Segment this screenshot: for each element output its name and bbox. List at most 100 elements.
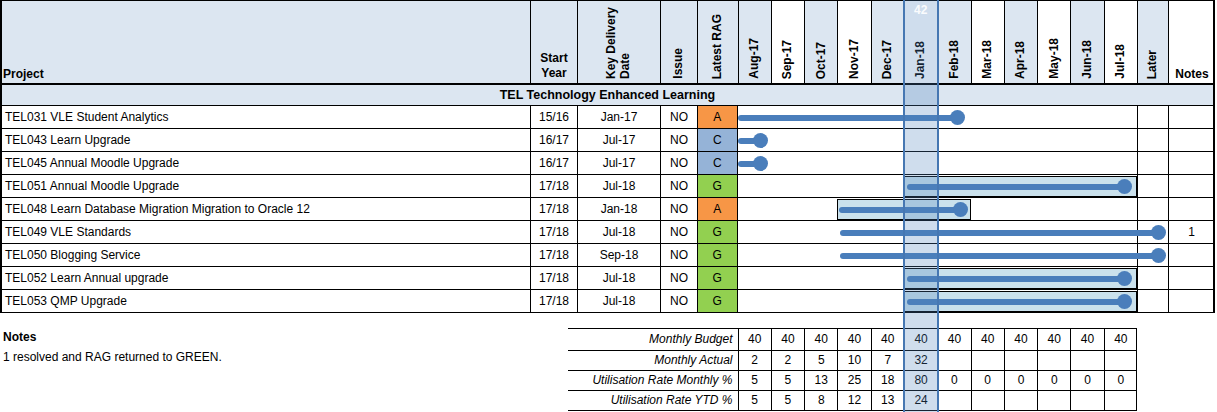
delivery-date-cell[interactable]: Jul-18 bbox=[577, 290, 660, 312]
start-year-cell[interactable]: 17/18 bbox=[530, 175, 577, 197]
value-cell[interactable]: 40 bbox=[871, 329, 904, 350]
value-cell[interactable] bbox=[937, 391, 970, 410]
delivery-date-cell[interactable]: Jul-18 bbox=[577, 221, 660, 243]
value-cell[interactable]: 40 bbox=[937, 329, 970, 350]
delivery-date-cell[interactable]: Jan-18 bbox=[577, 198, 660, 220]
rag-status-cell[interactable]: A bbox=[697, 106, 738, 128]
notes-text[interactable]: 1 resolved and RAG returned to GREEN. bbox=[3, 350, 222, 364]
rag-status-cell[interactable]: C bbox=[697, 152, 738, 174]
value-cell[interactable] bbox=[937, 351, 970, 370]
row-label-cell[interactable]: Monthly Actual bbox=[568, 351, 738, 370]
value-cell[interactable] bbox=[1004, 391, 1037, 410]
value-cell[interactable]: 0 bbox=[1037, 371, 1070, 390]
value-cell[interactable] bbox=[1104, 351, 1137, 370]
value-cell[interactable]: 40 bbox=[837, 329, 870, 350]
column-header-jun-18[interactable]: Jun-18 bbox=[1070, 1, 1103, 83]
value-cell[interactable]: 40 bbox=[804, 329, 837, 350]
value-cell[interactable]: 40 bbox=[904, 329, 937, 350]
start-year-cell[interactable]: 17/18 bbox=[530, 221, 577, 243]
value-cell[interactable]: 40 bbox=[771, 329, 804, 350]
issue-cell[interactable]: NO bbox=[660, 267, 697, 289]
delivery-date-cell[interactable]: Jul-17 bbox=[577, 152, 660, 174]
value-cell[interactable]: 5 bbox=[738, 371, 771, 390]
rag-status-cell[interactable]: A bbox=[697, 198, 738, 220]
value-cell[interactable]: 80 bbox=[904, 371, 937, 390]
value-cell[interactable]: 5 bbox=[771, 371, 804, 390]
column-header-dec-17[interactable]: Dec-17 bbox=[871, 1, 904, 83]
value-cell[interactable] bbox=[1037, 391, 1070, 410]
column-header-aug-17[interactable]: Aug-17 bbox=[738, 1, 771, 83]
column-header-jul-18[interactable]: Jul-18 bbox=[1104, 1, 1137, 83]
rag-status-cell[interactable]: C bbox=[697, 129, 738, 151]
value-cell[interactable]: 7 bbox=[871, 351, 904, 370]
rag-status-cell[interactable]: G bbox=[697, 267, 738, 289]
value-cell[interactable]: 0 bbox=[1104, 371, 1137, 390]
value-cell[interactable] bbox=[1104, 391, 1137, 410]
value-cell[interactable]: 2 bbox=[738, 351, 771, 370]
column-header-apr-18[interactable]: Apr-18 bbox=[1004, 1, 1037, 83]
value-cell[interactable]: 0 bbox=[1070, 371, 1103, 390]
value-cell[interactable] bbox=[971, 351, 1004, 370]
project-name-cell[interactable]: TEL052 Learn Annual upgrade bbox=[2, 267, 530, 289]
value-cell[interactable]: 13 bbox=[804, 371, 837, 390]
column-header-feb-18[interactable]: Feb-18 bbox=[937, 1, 970, 83]
value-cell[interactable]: 25 bbox=[837, 371, 870, 390]
start-year-cell[interactable]: 17/18 bbox=[530, 267, 577, 289]
value-cell[interactable] bbox=[971, 391, 1004, 410]
issue-cell[interactable]: NO bbox=[660, 290, 697, 312]
value-cell[interactable]: 18 bbox=[871, 371, 904, 390]
column-header-mar-18[interactable]: Mar-18 bbox=[971, 1, 1004, 83]
delivery-date-cell[interactable]: Jul-18 bbox=[577, 175, 660, 197]
column-header-jan-18[interactable]: Jan-18 bbox=[904, 1, 937, 83]
delivery-date-cell[interactable]: Jul-17 bbox=[577, 129, 660, 151]
project-name-cell[interactable]: TEL043 Learn Upgrade bbox=[2, 129, 530, 151]
row-label-cell[interactable]: Utilisation Rate Monthly % bbox=[568, 371, 738, 390]
issue-cell[interactable]: NO bbox=[660, 175, 697, 197]
value-cell[interactable]: 40 bbox=[971, 329, 1004, 350]
column-header-nov-17[interactable]: Nov-17 bbox=[837, 1, 870, 83]
row-label-cell[interactable]: Monthly Budget bbox=[568, 329, 738, 350]
rag-status-cell[interactable]: G bbox=[697, 244, 738, 266]
value-cell[interactable]: 5 bbox=[738, 391, 771, 410]
issue-cell[interactable]: NO bbox=[660, 221, 697, 243]
value-cell[interactable]: 0 bbox=[937, 371, 970, 390]
value-cell[interactable]: 40 bbox=[1004, 329, 1037, 350]
project-name-cell[interactable]: TEL050 Blogging Service bbox=[2, 244, 530, 266]
value-cell[interactable]: 24 bbox=[904, 391, 937, 410]
column-header-latest-rag[interactable]: Latest RAG bbox=[697, 1, 738, 83]
project-name-cell[interactable]: TEL049 VLE Standards bbox=[2, 221, 530, 243]
column-header-later[interactable]: Later bbox=[1137, 1, 1168, 83]
issue-cell[interactable]: NO bbox=[660, 129, 697, 151]
column-header-may-18[interactable]: May-18 bbox=[1037, 1, 1070, 83]
value-cell[interactable] bbox=[1037, 351, 1070, 370]
value-cell[interactable]: 10 bbox=[837, 351, 870, 370]
rag-status-cell[interactable]: G bbox=[697, 290, 738, 312]
start-year-cell[interactable]: 17/18 bbox=[530, 198, 577, 220]
project-name-cell[interactable]: TEL031 VLE Student Analytics bbox=[2, 106, 530, 128]
section-header-row[interactable]: TEL Technology Enhanced Learning bbox=[0, 85, 1215, 106]
row-label-cell[interactable]: Utilisation Rate YTD % bbox=[568, 391, 738, 410]
value-cell[interactable]: 5 bbox=[771, 391, 804, 410]
rag-status-cell[interactable]: G bbox=[697, 221, 738, 243]
start-year-cell[interactable]: 16/17 bbox=[530, 152, 577, 174]
value-cell[interactable]: 40 bbox=[1104, 329, 1137, 350]
start-year-cell[interactable]: 17/18 bbox=[530, 290, 577, 312]
value-cell[interactable]: 2 bbox=[771, 351, 804, 370]
value-cell[interactable] bbox=[1070, 391, 1103, 410]
value-cell[interactable]: 13 bbox=[871, 391, 904, 410]
issue-cell[interactable]: NO bbox=[660, 106, 697, 128]
value-cell[interactable]: 8 bbox=[804, 391, 837, 410]
value-cell[interactable] bbox=[1004, 351, 1037, 370]
value-cell[interactable]: 5 bbox=[804, 351, 837, 370]
delivery-date-cell[interactable]: Sep-18 bbox=[577, 244, 660, 266]
column-header-key-delivery-date[interactable]: Key Delivery Date bbox=[577, 1, 660, 83]
value-cell[interactable]: 0 bbox=[1004, 371, 1037, 390]
start-year-cell[interactable]: 17/18 bbox=[530, 244, 577, 266]
project-name-cell[interactable]: TEL051 Annual Moodle Upgrade bbox=[2, 175, 530, 197]
start-year-cell[interactable]: 16/17 bbox=[530, 129, 577, 151]
issue-cell[interactable]: NO bbox=[660, 152, 697, 174]
value-cell[interactable]: 32 bbox=[904, 351, 937, 370]
column-header-issue[interactable]: Issue bbox=[660, 1, 697, 83]
value-cell[interactable]: 0 bbox=[971, 371, 1004, 390]
delivery-date-cell[interactable]: Jul-18 bbox=[577, 267, 660, 289]
